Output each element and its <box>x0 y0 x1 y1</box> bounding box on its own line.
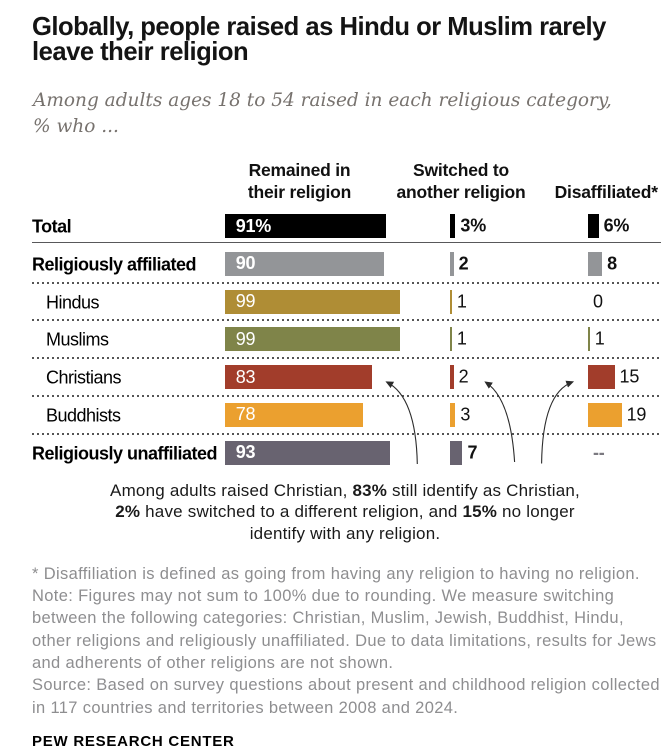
bar-value: 15 <box>619 366 640 387</box>
annotation-highlight-value: 15% <box>462 502 498 522</box>
bar-value: 78 <box>235 404 256 425</box>
annotation-highlight-value: 83% <box>352 481 388 501</box>
bar: 93 <box>225 440 390 465</box>
bar <box>450 440 463 465</box>
bar-value: 93 <box>235 442 256 463</box>
bar-value: 3 <box>460 404 471 425</box>
bar <box>588 251 603 276</box>
bar-value: 90 <box>235 253 256 274</box>
annotation-highlight-value: 2% <box>115 502 141 522</box>
chart-row-buddhists: Buddhists 78 3 19 <box>0 402 663 427</box>
footnote-line: in 117 countries and territories between… <box>32 698 459 717</box>
annotation-line: identify with any religion. <box>32 523 658 544</box>
bar <box>450 365 454 390</box>
bar <box>450 214 456 238</box>
footnote-line: and adherents of other religions are not… <box>32 653 394 672</box>
chart-subtitle-line: Among adults ages 18 to 54 raised in eac… <box>33 90 612 111</box>
column-header-line: Disaffiliated* <box>554 181 658 202</box>
footnote-line: Source: Based on survey questions about … <box>32 676 660 695</box>
column-header-line: Switched to <box>412 160 509 180</box>
bar: 83 <box>225 365 373 390</box>
column-header-disaffiliated: Disaffiliated* <box>555 182 658 204</box>
bar: 78 <box>225 402 364 427</box>
row-label: Total <box>32 216 72 237</box>
row-label: Religiously affiliated <box>32 254 197 275</box>
bar: 99 <box>225 289 401 314</box>
chart-title-line: Globally, people raised as Hindu or Musl… <box>32 13 606 41</box>
bar-value: 6% <box>603 215 630 236</box>
row-label: Muslims <box>46 329 109 350</box>
annotation-text-segment: have switched to a different religion, a… <box>140 502 463 522</box>
footnote-line: between the following categories: Christ… <box>32 609 624 628</box>
bar-value: 99 <box>235 328 256 349</box>
column-header-remained: Remained in their religion <box>248 160 351 203</box>
annotation-line: 2% have switched to a different religion… <box>32 501 658 522</box>
bar-value: 1 <box>594 328 605 349</box>
annotation-text-segment: no longer <box>497 502 575 522</box>
bar-value: 91% <box>235 215 272 236</box>
chart-row-religiously-affiliated: Religiously affiliated 90 2 8 <box>0 251 663 276</box>
row-label: Christians <box>46 367 122 388</box>
annotation-line: Among adults raised Christian, 83% still… <box>32 480 658 501</box>
source-footer: PEW RESEARCH CENTER <box>32 732 235 750</box>
bar: 90 <box>225 251 385 276</box>
chart-row-religiously-unaffiliated: Religiously unaffiliated 93 7 -- <box>0 440 663 465</box>
bar <box>588 214 599 238</box>
annotation-text: Among adults raised Christian, 83% still… <box>32 480 658 544</box>
chart-subtitle-line: % who ... <box>33 115 119 137</box>
chart-title: Globally, people raised as Hindu or Musl… <box>32 13 606 67</box>
column-header-line: another religion <box>396 181 526 202</box>
bar <box>588 327 590 352</box>
bar-value: 2 <box>458 366 469 387</box>
column-header-line: Remained in <box>248 160 351 180</box>
bar-value: 7 <box>467 442 478 463</box>
chart-row-christians: Christians 83 2 15 <box>0 365 663 390</box>
no-data-value: -- <box>593 442 605 463</box>
bar <box>450 327 452 352</box>
bar-value: 1 <box>456 328 467 349</box>
footnotes: * Disaffiliation is defined as going fro… <box>32 563 660 719</box>
bar-value: 99 <box>235 291 256 312</box>
chart-subtitle: Among adults ages 18 to 54 raised in eac… <box>33 88 612 139</box>
bar <box>588 402 622 427</box>
row-label: Buddhists <box>46 405 121 426</box>
separator-dotted <box>31 357 661 360</box>
bar: 91% <box>225 214 387 238</box>
chart-row-muslims: Muslims 99 1 1 <box>0 327 663 352</box>
footnote-line: other religions and religiously unaffili… <box>32 631 657 650</box>
bar-value: 8 <box>607 253 617 274</box>
bar <box>450 251 454 276</box>
annotation-text-segment: identify with any religion. <box>249 523 441 543</box>
bar-value: 19 <box>626 404 647 425</box>
bar-value: 1 <box>456 291 467 312</box>
bar <box>450 402 456 427</box>
row-label: Hindus <box>46 292 100 313</box>
bar-value: 3% <box>460 215 487 236</box>
annotation-text-segment: still identify as Christian, <box>387 481 580 501</box>
bar <box>450 289 452 314</box>
separator-dotted <box>31 281 661 284</box>
row-label: Religiously unaffiliated <box>32 443 218 464</box>
column-header-line: their religion <box>247 181 352 202</box>
chart-row-hindus: Hindus 99 1 0 <box>0 289 663 314</box>
bar-value: 83 <box>235 366 256 387</box>
bar-value: 2 <box>458 253 469 274</box>
column-header-switched: Switched to another religion <box>396 160 525 203</box>
bar-value: 0 <box>593 291 603 312</box>
separator-dotted <box>31 394 661 397</box>
bar: 99 <box>225 327 401 352</box>
separator-dotted <box>31 319 661 322</box>
chart-row-total: Total 91% 3% 6% <box>0 214 663 238</box>
footnote-line: Note: Figures may not sum to 100% due to… <box>32 587 615 606</box>
separator-dotted <box>31 432 661 435</box>
footnote-line: * Disaffiliation is defined as going fro… <box>32 564 640 583</box>
bar <box>588 365 615 390</box>
separator-solid <box>31 242 661 244</box>
annotation-text-segment: Among adults raised Christian, <box>110 481 353 501</box>
chart-title-line: leave their religion <box>32 38 249 67</box>
